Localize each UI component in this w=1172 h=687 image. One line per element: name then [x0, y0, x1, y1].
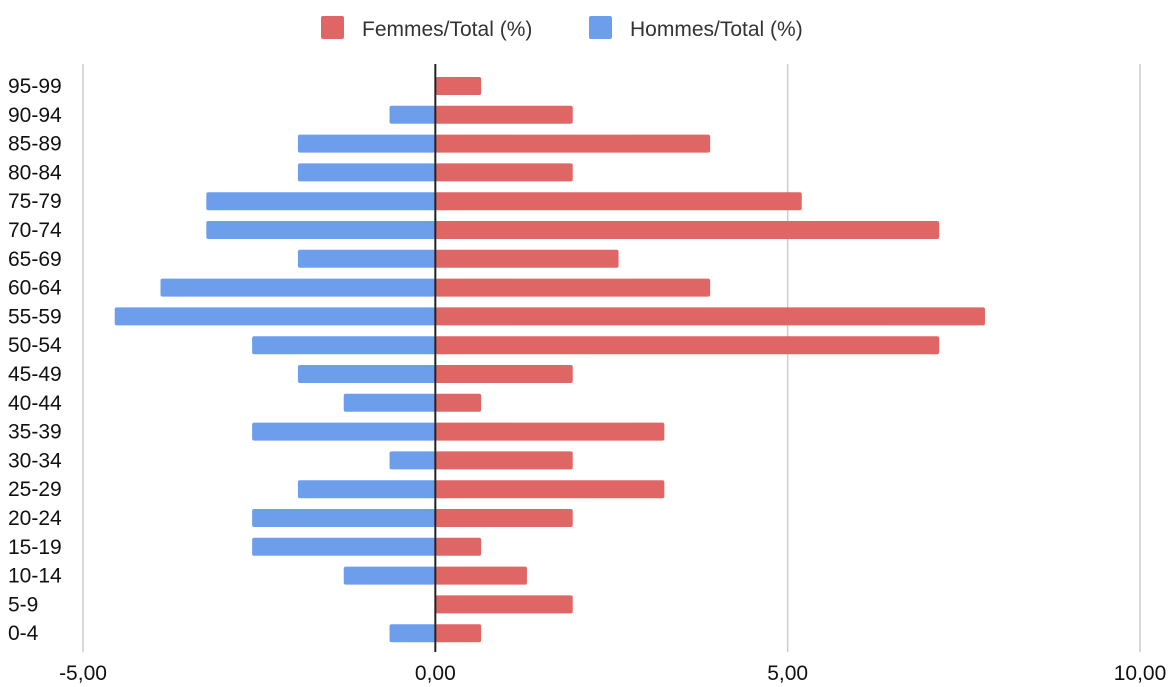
bar-hommes-35-39[interactable]	[252, 422, 436, 441]
bar-hommes-15-19[interactable]	[252, 537, 436, 556]
bar-femmes-25-29[interactable]	[435, 480, 665, 499]
legend-swatch-hommes	[589, 16, 612, 39]
bar-hommes-55-59[interactable]	[114, 307, 436, 326]
bar-hommes-45-49[interactable]	[297, 365, 436, 383]
bars	[114, 77, 985, 643]
y-tick-label: 75-79	[8, 190, 62, 213]
legend-swatch-femmes	[321, 16, 344, 39]
y-tick-label: 60-64	[8, 277, 62, 300]
y-tick-label: 95-99	[8, 75, 62, 98]
bar-femmes-55-59[interactable]	[435, 307, 985, 326]
x-tick-label: 0,00	[415, 662, 456, 685]
bar-femmes-60-64[interactable]	[435, 278, 711, 297]
gridlines	[82, 64, 1141, 652]
bar-femmes-0-4[interactable]	[435, 624, 482, 643]
bar-femmes-80-84[interactable]	[435, 163, 573, 182]
legend: Femmes/Total (%) Hommes/Total (%)	[321, 16, 803, 41]
y-tick-label: 55-59	[8, 305, 62, 328]
y-axis-labels: 95-99 90-94 85-89 80-84 75-79 70-74 65-69 60-64…	[8, 75, 62, 645]
y-tick-label: 15-19	[8, 536, 62, 559]
y-tick-label: 45-49	[8, 363, 62, 386]
bar-hommes-20-24[interactable]	[252, 509, 436, 527]
bar-femmes-95-99[interactable]	[435, 77, 482, 95]
bar-femmes-90-94[interactable]	[435, 105, 573, 124]
bar-hommes-90-94[interactable]	[389, 105, 436, 124]
bar-hommes-65-69[interactable]	[297, 249, 436, 268]
bar-hommes-0-4[interactable]	[389, 624, 436, 643]
bar-femmes-20-24[interactable]	[435, 509, 573, 527]
y-tick-label: 0-4	[8, 622, 39, 645]
bar-femmes-85-89[interactable]	[435, 134, 711, 153]
y-tick-label: 20-24	[8, 507, 62, 530]
x-tick-label: 10,00	[1114, 662, 1167, 685]
bar-femmes-50-54[interactable]	[435, 336, 940, 355]
x-axis-labels: -5,00 0,00 5,00 10,00	[59, 662, 1166, 685]
bar-hommes-80-84[interactable]	[297, 163, 436, 182]
bar-femmes-70-74[interactable]	[435, 221, 940, 239]
bar-hommes-70-74[interactable]	[206, 221, 436, 239]
legend-label-femmes: Femmes/Total (%)	[362, 18, 532, 41]
bar-femmes-5-9[interactable]	[435, 595, 573, 614]
y-tick-label: 35-39	[8, 421, 62, 444]
y-tick-label: 90-94	[8, 104, 62, 127]
bar-femmes-35-39[interactable]	[435, 422, 665, 441]
bar-hommes-25-29[interactable]	[297, 480, 436, 499]
y-tick-label: 5-9	[8, 593, 38, 616]
legend-label-hommes: Hommes/Total (%)	[630, 18, 803, 41]
bar-hommes-50-54[interactable]	[252, 336, 436, 355]
bar-hommes-75-79[interactable]	[206, 192, 436, 211]
x-tick-label: -5,00	[59, 662, 107, 685]
x-tick-label: 5,00	[767, 662, 808, 685]
y-tick-label: 40-44	[8, 392, 62, 415]
y-tick-label: 50-54	[8, 334, 62, 357]
legend-item-hommes[interactable]: Hommes/Total (%)	[589, 16, 803, 41]
bar-femmes-65-69[interactable]	[435, 249, 619, 268]
bar-hommes-85-89[interactable]	[297, 134, 436, 153]
bar-femmes-40-44[interactable]	[435, 393, 482, 412]
y-tick-label: 80-84	[8, 161, 62, 184]
legend-item-femmes[interactable]: Femmes/Total (%)	[321, 16, 532, 41]
y-tick-label: 70-74	[8, 219, 62, 242]
bar-hommes-40-44[interactable]	[343, 393, 436, 412]
bar-femmes-15-19[interactable]	[435, 537, 482, 556]
bar-femmes-45-49[interactable]	[435, 365, 573, 383]
bar-femmes-10-14[interactable]	[435, 566, 527, 585]
y-tick-label: 10-14	[8, 565, 62, 588]
y-tick-label: 25-29	[8, 478, 62, 501]
bar-hommes-60-64[interactable]	[160, 278, 436, 297]
bar-hommes-10-14[interactable]	[343, 566, 436, 585]
bar-femmes-30-34[interactable]	[435, 451, 573, 470]
y-tick-label: 65-69	[8, 248, 62, 271]
bar-hommes-30-34[interactable]	[389, 451, 436, 470]
y-tick-label: 85-89	[8, 133, 62, 156]
bar-femmes-75-79[interactable]	[435, 192, 802, 211]
y-tick-label: 30-34	[8, 449, 62, 472]
